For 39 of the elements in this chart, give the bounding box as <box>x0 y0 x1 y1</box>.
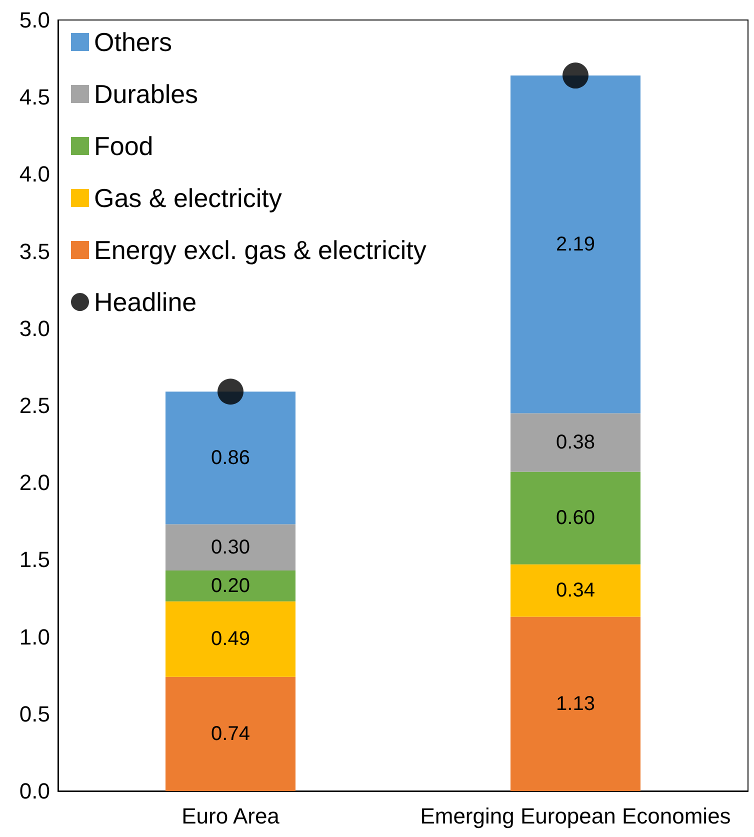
legend-label: Others <box>94 27 172 57</box>
y-tick-label: 0.5 <box>19 701 50 726</box>
bar <box>166 392 296 524</box>
data-label: 0.60 <box>556 507 595 530</box>
x-tick-label: Euro Area <box>182 804 280 828</box>
data-label: 0.86 <box>211 446 250 469</box>
y-tick-label: 4.5 <box>19 84 50 110</box>
y-tick-label: 2.5 <box>19 393 50 418</box>
data-label: 0.34 <box>556 580 595 602</box>
bar <box>510 616 640 791</box>
legend-label: Food <box>94 131 154 161</box>
y-tick-label: 3.0 <box>19 316 50 341</box>
y-tick-label: 2.0 <box>19 470 50 496</box>
y-tick-label: 1.5 <box>19 547 50 572</box>
x-tick-label: Emerging European Economies <box>420 804 731 828</box>
legend-label: Energy excl. gas & electricity <box>94 235 426 265</box>
legend-label: Durables <box>94 79 198 109</box>
data-label: 0.38 <box>556 432 595 454</box>
bar <box>166 570 296 602</box>
bar <box>510 413 640 472</box>
bar <box>510 76 640 414</box>
data-label: 0.30 <box>211 536 250 558</box>
y-tick-label: 5.0 <box>19 8 50 32</box>
legend-label: Headline <box>94 287 197 317</box>
y-tick-label: 0.0 <box>19 778 50 804</box>
legend-label: Gas & electricity <box>94 183 282 213</box>
bar <box>510 472 640 564</box>
bar <box>166 524 296 570</box>
y-tick-label: 1.0 <box>19 624 50 650</box>
bar <box>166 601 296 677</box>
data-label: 2.19 <box>556 233 595 256</box>
y-tick-label: 3.5 <box>19 238 50 264</box>
y-tick-label: 4.0 <box>19 162 50 187</box>
data-label: 1.13 <box>556 692 595 715</box>
bar <box>510 564 640 617</box>
bar <box>166 676 296 791</box>
data-label: 0.20 <box>211 574 250 597</box>
data-label: 0.74 <box>211 722 250 745</box>
data-label: 0.49 <box>211 628 250 650</box>
